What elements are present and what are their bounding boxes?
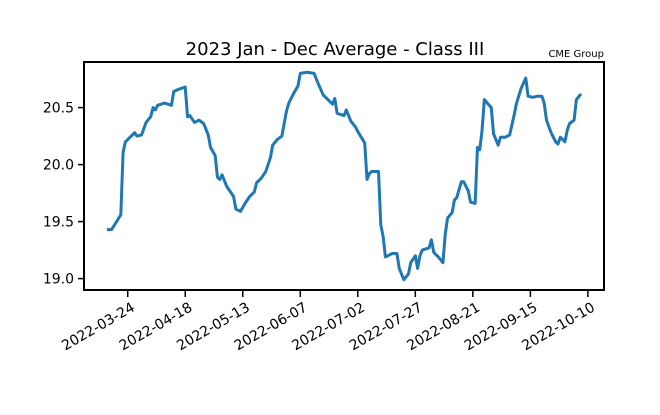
annotation: CME Group <box>548 49 604 60</box>
y-tick-label: 19.5 <box>43 215 74 231</box>
y-tick-label: 20.0 <box>43 158 74 174</box>
plot-frame <box>83 61 605 291</box>
y-tick-label: 19.0 <box>43 272 74 288</box>
y-tick-label: 20.5 <box>43 101 74 117</box>
chart-title: 2023 Jan - Dec Average - Class III <box>186 39 485 60</box>
data-line <box>107 70 583 282</box>
